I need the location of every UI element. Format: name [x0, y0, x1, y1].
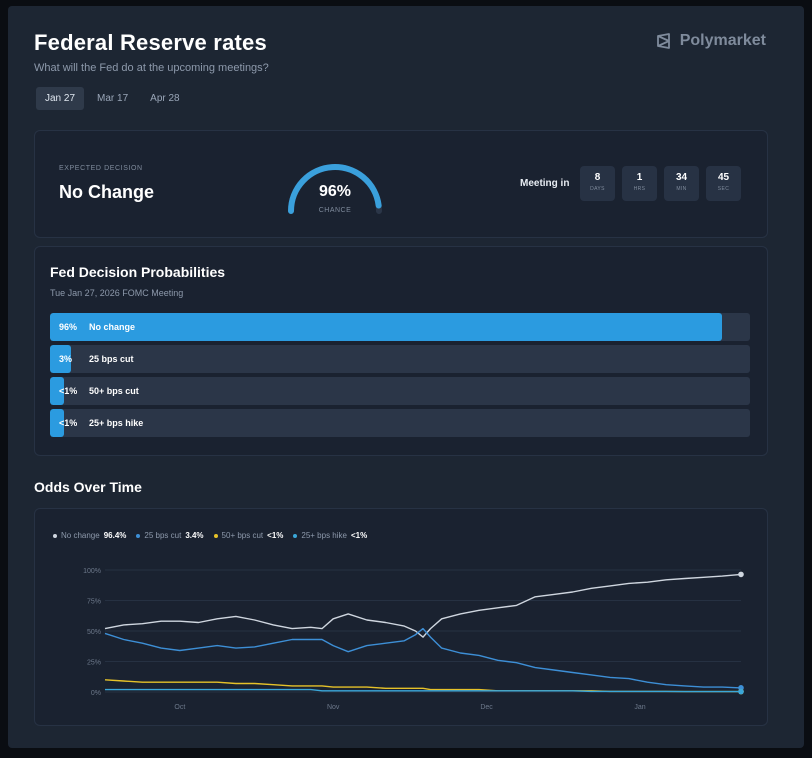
legend-item-no-change[interactable]: No change 96.4% [53, 531, 126, 540]
x-tick-label: Dec [480, 704, 493, 711]
probability-percent: 96% [59, 322, 78, 332]
countdown-seconds-unit: SEC [717, 186, 730, 192]
countdown-days: 8 DAYS [580, 166, 615, 201]
tab-jan-27[interactable]: Jan 27 [36, 87, 85, 110]
countdown-minutes-unit: MIN [676, 186, 687, 192]
probability-label: 50+ bps cut [89, 386, 139, 396]
countdown-seconds: 45 SEC [706, 166, 741, 201]
odds-over-time-chart[interactable]: 0% 25% 50% 75% 100% Oct Nov Dec Jan [35, 509, 767, 725]
legend-name: No change [61, 531, 100, 540]
countdown-hours-unit: HRS [633, 186, 646, 192]
y-tick-label: 0% [91, 690, 101, 697]
probabilities-title: Fed Decision Probabilities [50, 264, 226, 280]
x-tick-label: Nov [327, 704, 340, 711]
tab-apr-28[interactable]: Apr 28 [150, 93, 180, 104]
x-tick-label: Jan [634, 704, 645, 711]
y-tick-label: 50% [87, 629, 101, 636]
probability-percent: 3% [59, 354, 73, 364]
odds-over-time-title: Odds Over Time [34, 479, 142, 495]
main-panel: Federal Reserve rates What will the Fed … [8, 6, 804, 748]
countdown-seconds-value: 45 [717, 172, 730, 183]
meeting-tabs: Jan 27 Mar 17 Apr 28 [36, 87, 189, 110]
probability-label: 25 bps cut [89, 354, 134, 364]
legend-dot [136, 533, 141, 538]
legend-name: 50+ bps cut [221, 531, 264, 540]
meeting-in-label: Meeting in [520, 178, 570, 189]
probability-percent: <1% [59, 386, 78, 396]
probability-bar-fill [50, 409, 64, 437]
chance-gauge-fill [288, 164, 382, 214]
brand-logo[interactable]: Polymarket [655, 32, 766, 50]
countdown-minutes: 34 MIN [664, 166, 699, 201]
probability-row-no-change[interactable]: 96% No change [50, 313, 750, 341]
x-tick-label: Oct [174, 704, 185, 711]
chance-gauge [288, 164, 382, 214]
legend-value: 96.4% [103, 531, 127, 540]
y-tick-label: 100% [83, 568, 101, 575]
legend-name: 25 bps cut [144, 531, 182, 540]
legend-dot [213, 533, 218, 538]
countdown-hours-value: 1 [636, 172, 643, 183]
legend-dot [53, 533, 57, 538]
series-line-no-change [104, 573, 742, 638]
legend-name: 25+ bps hike [301, 531, 347, 540]
probability-percent: <1% [59, 418, 78, 428]
probability-bar-fill [50, 377, 64, 405]
probability-row-50bps-cut[interactable]: <1% 50+ bps cut [50, 377, 750, 405]
probability-bar-fill [50, 345, 71, 373]
y-tick-label: 75% [87, 599, 101, 606]
countdown-minutes-value: 34 [675, 172, 688, 183]
chance-value: 96% [318, 183, 352, 200]
page-subtitle: What will the Fed do at the upcoming mee… [34, 62, 269, 74]
probability-label: 25+ bps hike [89, 418, 144, 428]
series-line-25-bps-cut [104, 627, 742, 689]
series-endpoint [738, 688, 744, 695]
probability-label: No change [89, 322, 136, 332]
chance-label: CHANCE [318, 207, 352, 214]
legend-item-25bps-cut[interactable]: 25 bps cut 3.4% [136, 531, 204, 540]
countdown-hours: 1 HRS [622, 166, 657, 201]
legend-value: 3.4% [185, 531, 204, 540]
countdown-days-unit: DAYS [590, 186, 605, 192]
legend-value: <1% [267, 531, 284, 540]
legend-value: <1% [350, 531, 368, 540]
probability-row-25bps-hike[interactable]: <1% 25+ bps hike [50, 409, 750, 437]
decision-probabilities-card: Fed Decision Probabilities Tue Jan 27, 2… [34, 246, 768, 456]
tab-mar-17[interactable]: Mar 17 [97, 93, 129, 104]
legend-item-50bps-cut[interactable]: 50+ bps cut <1% [213, 531, 284, 540]
brand-name: Polymarket [679, 32, 766, 49]
y-tick-label: 25% [87, 660, 101, 667]
probabilities-subtitle: Tue Jan 27, 2026 FOMC Meeting [50, 288, 184, 298]
probability-row-25bps-cut[interactable]: 3% 25 bps cut [50, 345, 750, 373]
chart-legend: No change 96.4% 25 bps cut 3.4% 50+ bps … [53, 531, 367, 540]
expected-decision-label: EXPECTED DECISION [59, 165, 143, 172]
odds-chart-card: 0% 25% 50% 75% 100% Oct Nov Dec Jan No change 96… [34, 508, 768, 726]
legend-dot [293, 533, 298, 538]
page-title: Federal Reserve rates [34, 30, 267, 55]
series-endpoint [738, 571, 744, 578]
series-line-25-bps-hike [105, 688, 741, 693]
legend-item-25bps-hike[interactable]: 25+ bps hike <1% [293, 531, 367, 540]
polymarket-logo-icon [656, 33, 670, 49]
probability-bar-fill [50, 313, 722, 341]
expected-decision-card: EXPECTED DECISION No Change 96% CHANCE M… [34, 130, 768, 238]
expected-decision-value: No Change [59, 182, 155, 202]
countdown-days-value: 8 [594, 172, 601, 183]
